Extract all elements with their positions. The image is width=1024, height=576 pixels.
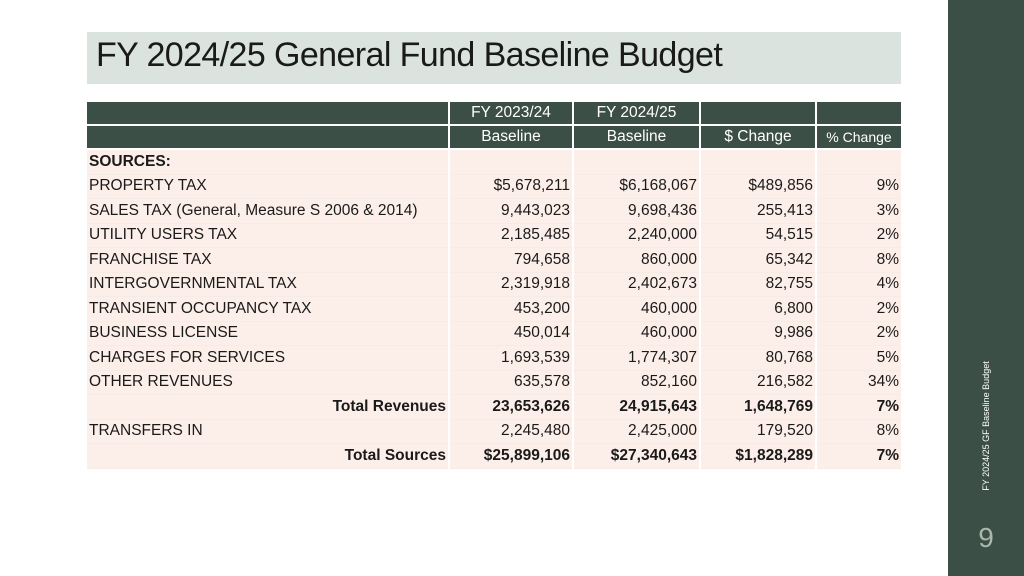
cell-percent-change: 4% bbox=[816, 272, 901, 297]
cell-percent-change: 8% bbox=[816, 247, 901, 273]
header-cell-label bbox=[87, 102, 450, 126]
row-label: SALES TAX (General, Measure S 2006 & 201… bbox=[87, 198, 450, 224]
cell-fy2324-baseline: 2,245,480 bbox=[449, 419, 574, 444]
cell-fy2324-baseline: $5,678,211 bbox=[449, 174, 574, 199]
cell-fy2425-baseline: $6,168,067 bbox=[573, 174, 701, 199]
header-cell-fy2425: Baseline bbox=[573, 125, 701, 150]
cell-fy2324-baseline: 453,200 bbox=[449, 296, 574, 322]
cell-dollar-change: $1,828,289 bbox=[700, 443, 817, 469]
cell-fy2425-baseline: 460,000 bbox=[573, 296, 701, 322]
cell-dollar-change: 82,755 bbox=[700, 272, 817, 297]
row-label: BUSINESS LICENSE bbox=[87, 321, 450, 346]
cell-dollar-change: 255,413 bbox=[700, 198, 817, 224]
cell-fy2425-baseline: 2,402,673 bbox=[573, 272, 701, 297]
cell-fy2324-baseline: 23,653,626 bbox=[449, 394, 574, 420]
cell-fy2425-baseline bbox=[573, 149, 701, 175]
budget-table: FY 2023/24 FY 2024/25 Baseline Baseline … bbox=[87, 102, 901, 469]
header-cell-pct bbox=[816, 102, 901, 126]
title-bar: FY 2024/25 General Fund Baseline Budget bbox=[87, 32, 901, 84]
header-row-2: Baseline Baseline $ Change % Change bbox=[87, 125, 901, 150]
cell-fy2425-baseline: 9,698,436 bbox=[573, 198, 701, 224]
table-row: CHARGES FOR SERVICES 1,693,539 1,774,307 80… bbox=[87, 345, 901, 371]
cell-dollar-change: 80,768 bbox=[700, 345, 817, 371]
table-total-row: Total Revenues 23,653,626 24,915,643 1,648,… bbox=[87, 394, 901, 420]
cell-percent-change: 5% bbox=[816, 345, 901, 371]
cell-fy2425-baseline: 1,774,307 bbox=[573, 345, 701, 371]
cell-fy2425-baseline: 852,160 bbox=[573, 370, 701, 395]
table-row: SALES TAX (General, Measure S 2006 & 201… bbox=[87, 198, 901, 224]
section-header-row: SOURCES: bbox=[87, 149, 901, 175]
side-caption: FY 2024/25 GF Baseline Budget bbox=[981, 361, 991, 491]
cell-fy2425-baseline: 2,240,000 bbox=[573, 223, 701, 248]
cell-fy2324-baseline: 2,319,918 bbox=[449, 272, 574, 297]
table-row: FRANCHISE TAX 794,658 860,000 65,342 8% bbox=[87, 247, 901, 273]
header-cell-fy2324: FY 2023/24 bbox=[449, 102, 574, 126]
cell-fy2425-baseline: 460,000 bbox=[573, 321, 701, 346]
cell-fy2324-baseline bbox=[449, 149, 574, 175]
cell-percent-change: 9% bbox=[816, 174, 901, 199]
cell-percent-change: 7% bbox=[816, 443, 901, 469]
cell-percent-change: 3% bbox=[816, 198, 901, 224]
cell-percent-change bbox=[816, 149, 901, 175]
cell-fy2324-baseline: 794,658 bbox=[449, 247, 574, 273]
cell-fy2425-baseline: 860,000 bbox=[573, 247, 701, 273]
cell-fy2324-baseline: 1,693,539 bbox=[449, 345, 574, 371]
table-row: TRANSIENT OCCUPANCY TAX 453,200 460,000 6,8… bbox=[87, 296, 901, 322]
cell-fy2324-baseline: 635,578 bbox=[449, 370, 574, 395]
slide-title: FY 2024/25 General Fund Baseline Budget bbox=[96, 36, 723, 74]
table-total-row: Total Sources $25,899,106 $27,340,643 $1,82… bbox=[87, 443, 901, 469]
row-label: INTERGOVERNMENTAL TAX bbox=[87, 272, 450, 297]
table-row: PROPERTY TAX $5,678,211 $6,168,067 $489,856… bbox=[87, 174, 901, 199]
cell-percent-change: 8% bbox=[816, 419, 901, 444]
table-row: BUSINESS LICENSE 450,014 460,000 9,986 2% bbox=[87, 321, 901, 346]
header-cell-pct: % Change bbox=[816, 125, 901, 150]
row-label: TRANSIENT OCCUPANCY TAX bbox=[87, 296, 450, 322]
cell-dollar-change: 179,520 bbox=[700, 419, 817, 444]
table-row: TRANSFERS IN 2,245,480 2,425,000 179,520 8% bbox=[87, 419, 901, 444]
row-label: OTHER REVENUES bbox=[87, 370, 450, 395]
cell-fy2425-baseline: 2,425,000 bbox=[573, 419, 701, 444]
cell-fy2324-baseline: 9,443,023 bbox=[449, 198, 574, 224]
cell-percent-change: 2% bbox=[816, 321, 901, 346]
cell-percent-change: 34% bbox=[816, 370, 901, 395]
row-label: Total Revenues bbox=[87, 394, 450, 420]
cell-fy2425-baseline: 24,915,643 bbox=[573, 394, 701, 420]
table-row: OTHER REVENUES 635,578 852,160 216,582 34% bbox=[87, 370, 901, 395]
row-label: UTILITY USERS TAX bbox=[87, 223, 450, 248]
header-cell-change bbox=[700, 102, 817, 126]
header-cell-change: $ Change bbox=[700, 125, 817, 150]
cell-dollar-change: 65,342 bbox=[700, 247, 817, 273]
cell-dollar-change: 6,800 bbox=[700, 296, 817, 322]
header-cell-fy2425: FY 2024/25 bbox=[573, 102, 701, 126]
cell-dollar-change: 216,582 bbox=[700, 370, 817, 395]
table-row: UTILITY USERS TAX 2,185,485 2,240,000 54,51… bbox=[87, 223, 901, 248]
cell-percent-change: 2% bbox=[816, 223, 901, 248]
cell-dollar-change: 1,648,769 bbox=[700, 394, 817, 420]
row-label: TRANSFERS IN bbox=[87, 419, 450, 444]
cell-dollar-change: 9,986 bbox=[700, 321, 817, 346]
budget-body: SOURCES: PROPERTY TAX $5,678,211 $6,168,067… bbox=[87, 149, 901, 469]
header-cell-fy2324: Baseline bbox=[449, 125, 574, 150]
cell-dollar-change bbox=[700, 149, 817, 175]
cell-percent-change: 7% bbox=[816, 394, 901, 420]
row-label: PROPERTY TAX bbox=[87, 174, 450, 199]
cell-fy2324-baseline: 2,185,485 bbox=[449, 223, 574, 248]
row-label: CHARGES FOR SERVICES bbox=[87, 345, 450, 371]
cell-dollar-change: 54,515 bbox=[700, 223, 817, 248]
cell-fy2324-baseline: $25,899,106 bbox=[449, 443, 574, 469]
row-label: SOURCES: bbox=[87, 149, 450, 175]
row-label: FRANCHISE TAX bbox=[87, 247, 450, 273]
cell-fy2425-baseline: $27,340,643 bbox=[573, 443, 701, 469]
header-row-1: FY 2023/24 FY 2024/25 bbox=[87, 102, 901, 126]
table-row: INTERGOVERNMENTAL TAX 2,319,918 2,402,673 8… bbox=[87, 272, 901, 297]
cell-percent-change: 2% bbox=[816, 296, 901, 322]
page-number: 9 bbox=[978, 522, 994, 553]
side-panel bbox=[948, 0, 1024, 576]
row-label: Total Sources bbox=[87, 443, 450, 469]
header-cell-label bbox=[87, 125, 450, 150]
cell-dollar-change: $489,856 bbox=[700, 174, 817, 199]
cell-fy2324-baseline: 450,014 bbox=[449, 321, 574, 346]
